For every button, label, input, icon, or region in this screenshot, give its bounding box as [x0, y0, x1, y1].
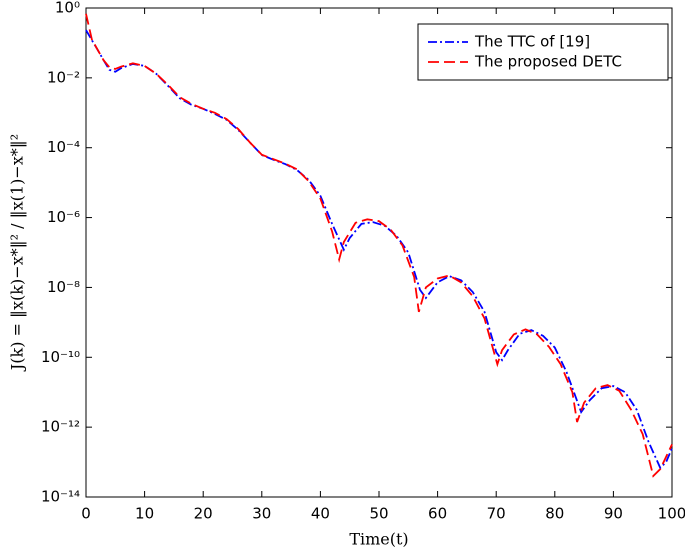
data-line [85, 13, 673, 478]
x-tick-label: 40 [311, 505, 330, 523]
y-tick-label: 10⁰ [55, 0, 80, 17]
y-axis-label: J(k) = ‖x(k)−x*‖² / ‖x(1)−x*‖² [8, 134, 27, 372]
y-tick-label: 10⁻⁴ [47, 138, 80, 156]
x-tick-label: 50 [369, 505, 388, 523]
legend-label: The TTC of [19] [474, 33, 590, 51]
y-tick-label: 10⁻¹⁴ [41, 488, 80, 506]
y-tick-label: 10⁻⁶ [47, 208, 80, 226]
y-tick-label: 10⁻⁸ [47, 278, 80, 296]
legend-box [417, 23, 669, 81]
y-tick-label: 10⁻¹⁰ [41, 348, 80, 366]
x-tick-label: 90 [604, 505, 623, 523]
x-tick-label: 80 [545, 505, 564, 523]
x-tick-label: 10 [135, 505, 154, 523]
x-tick-label: 60 [428, 505, 447, 523]
x-tick-label: 70 [487, 505, 506, 523]
plot-frame [85, 7, 673, 498]
x-tick-label: 100 [658, 505, 685, 523]
y-tick-label: 10⁻² [47, 68, 80, 86]
legend-label: The proposed DETC [474, 53, 622, 71]
x-tick-label: 30 [252, 505, 271, 523]
x-tick-label: 20 [194, 505, 213, 523]
x-tick-label: 0 [81, 505, 91, 523]
x-axis-label: Time(t) [349, 530, 408, 549]
y-tick-label: 10⁻¹² [41, 418, 80, 436]
